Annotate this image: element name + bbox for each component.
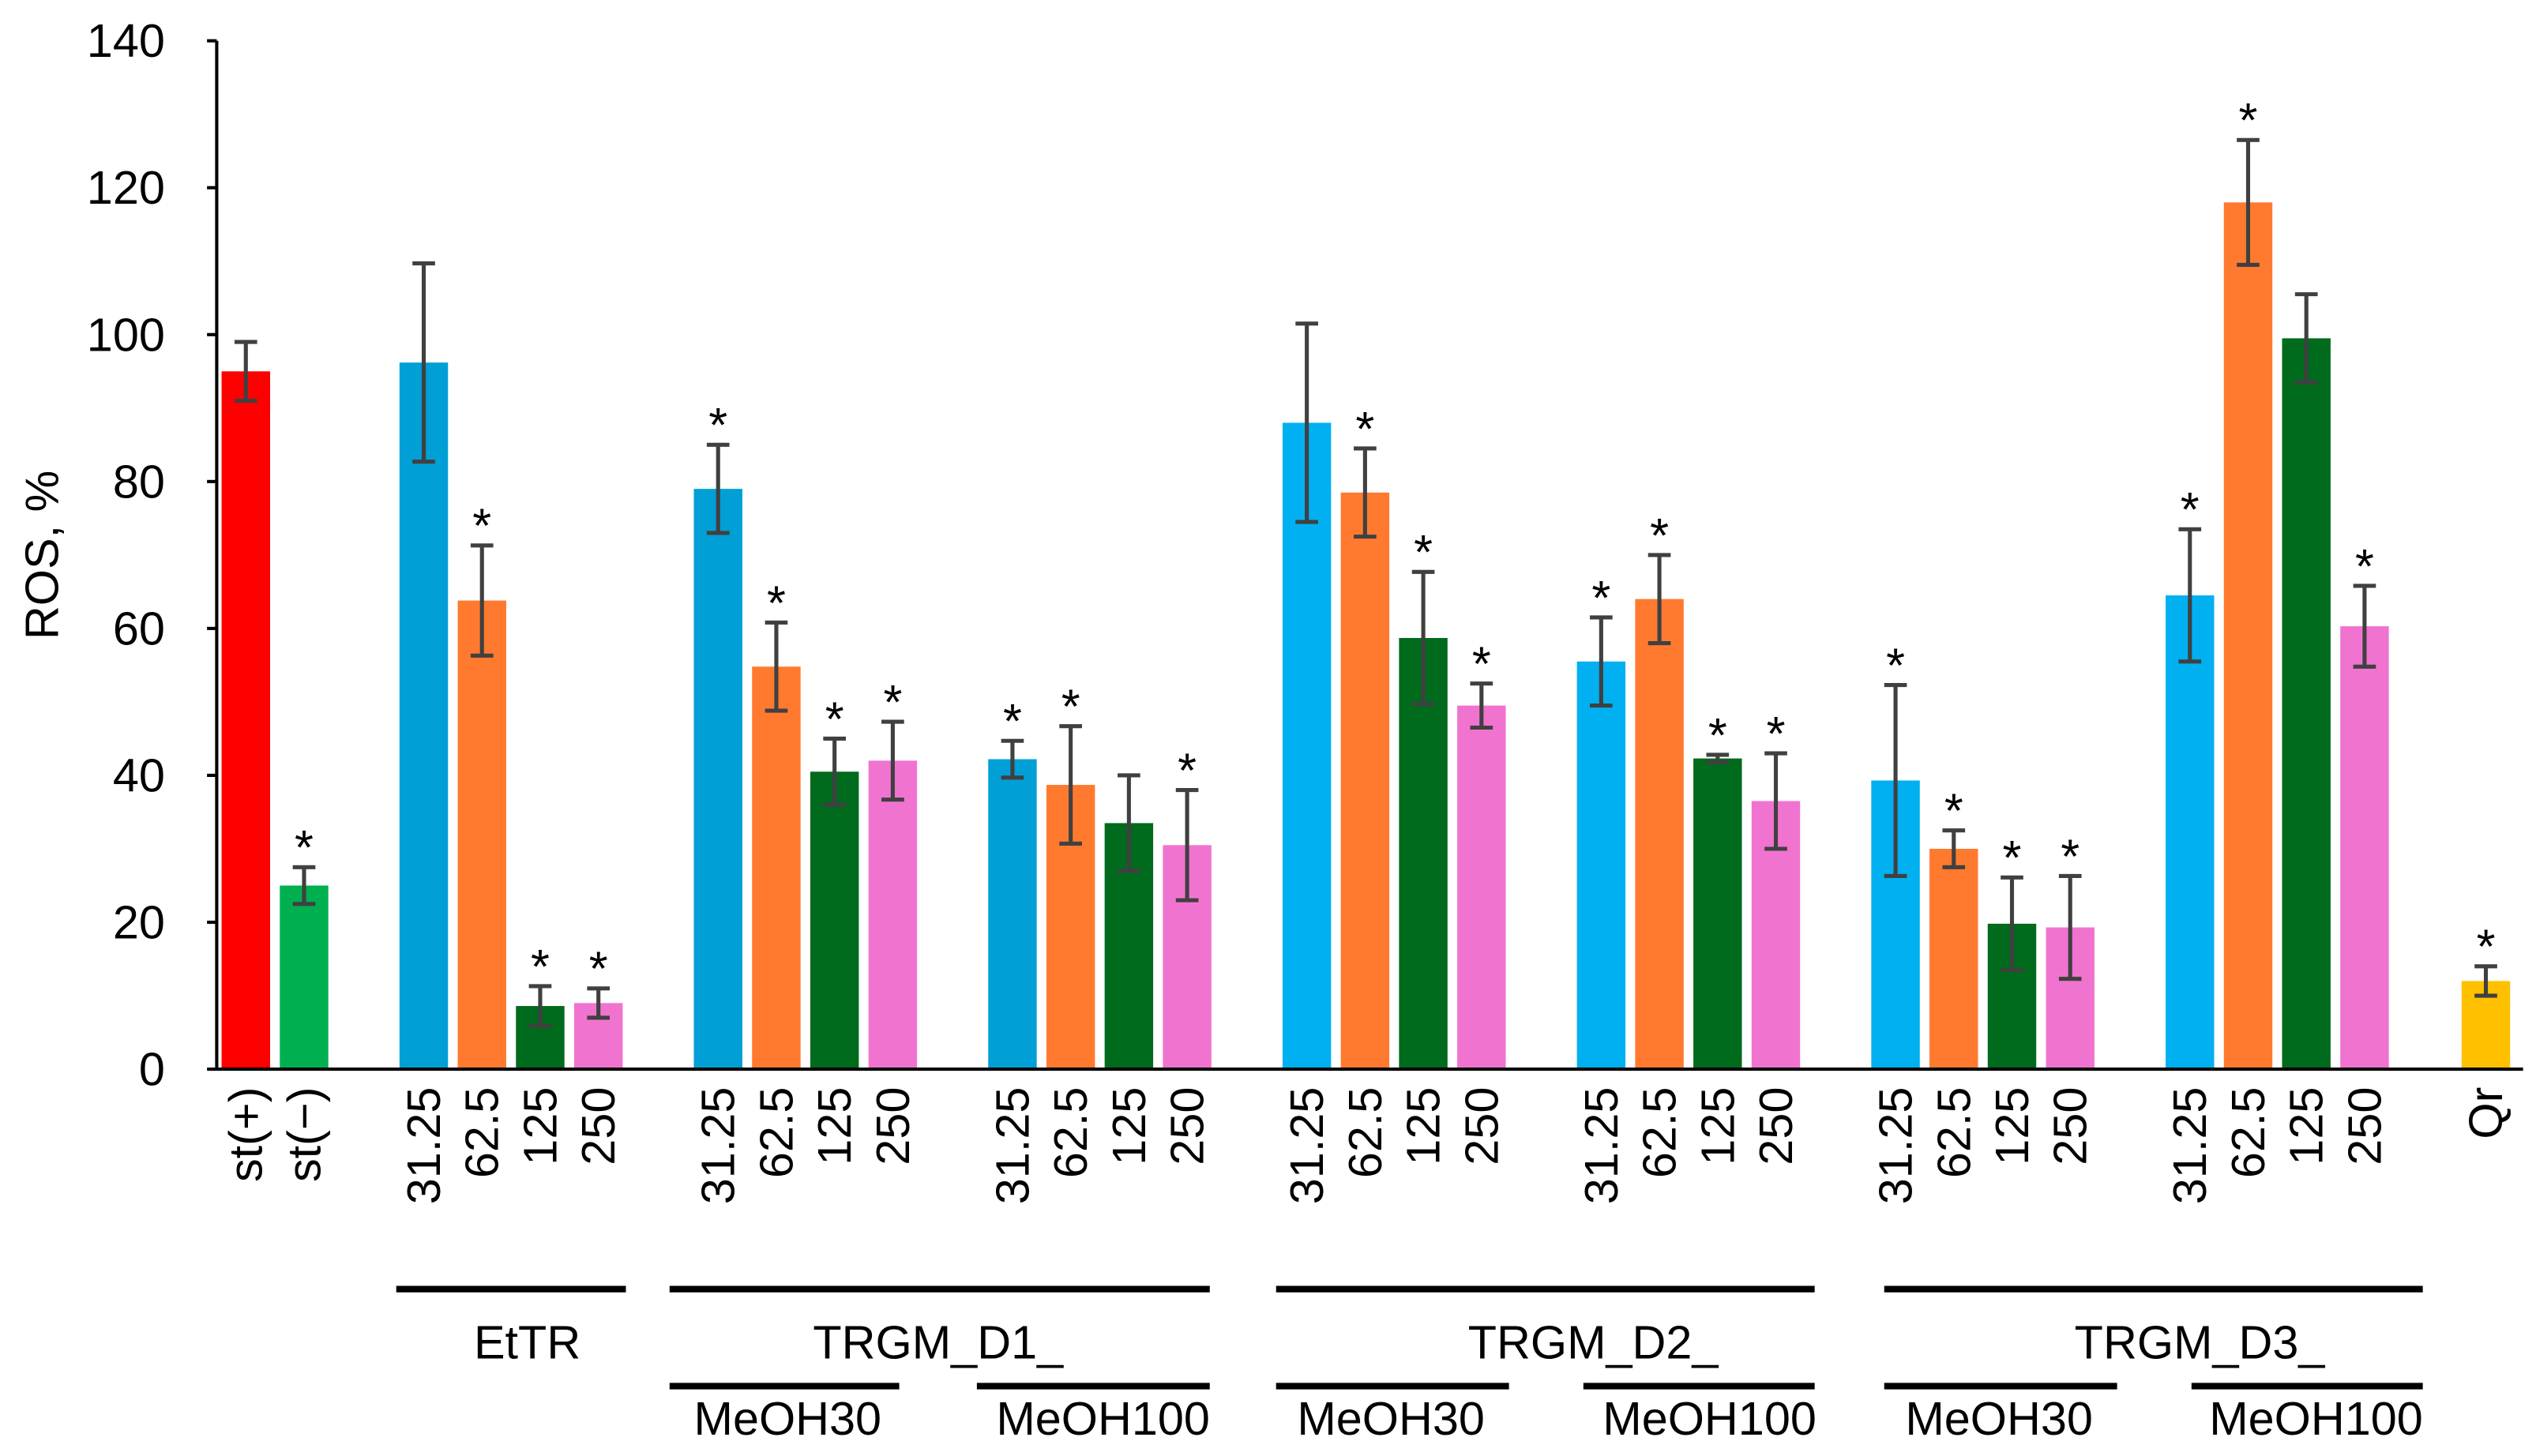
bar	[1282, 422, 1332, 1070]
x-tick-label: 250	[2338, 1087, 2391, 1165]
group-label-d2: TRGM_D2_	[1468, 1316, 1719, 1369]
bar	[457, 600, 506, 1070]
subgroup-label: MeOH100	[1602, 1392, 1817, 1445]
y-tick-label: 80	[113, 455, 165, 508]
y-tick-label: 120	[87, 161, 165, 214]
group-label-d3: TRGM_D3_	[2075, 1316, 2326, 1369]
x-tick-label: 31.25	[397, 1087, 450, 1205]
significance-star: *	[767, 576, 786, 630]
significance-star: *	[1003, 694, 1022, 749]
bar	[1399, 638, 1448, 1070]
bar	[399, 362, 449, 1070]
x-tick-label: 125	[1103, 1087, 1155, 1165]
x-tick-label: 125	[2280, 1087, 2333, 1165]
bar	[2340, 626, 2389, 1070]
subgroup-label: MeOH30	[1905, 1392, 2093, 1445]
x-tick-label: 31.25	[2163, 1087, 2216, 1205]
x-tick-label: 62.5	[1339, 1087, 1392, 1179]
bar	[1693, 758, 1742, 1070]
significance-star: *	[1944, 784, 1963, 839]
bar	[752, 666, 801, 1070]
bar	[1929, 849, 1978, 1070]
bar	[2166, 595, 2215, 1070]
significance-star: *	[708, 398, 727, 452]
group-label-ettr: EtTR	[474, 1316, 580, 1369]
x-tick-label: 31.25	[1280, 1087, 1333, 1205]
significance-star: *	[2003, 831, 2022, 885]
significance-star: *	[2477, 920, 2496, 974]
bar	[1340, 492, 1390, 1070]
bar	[1635, 599, 1684, 1070]
x-tick-label: 62.5	[1633, 1087, 1686, 1179]
bar	[693, 489, 742, 1070]
bar	[280, 885, 329, 1070]
x-tick-label: st(+)	[220, 1087, 272, 1182]
x-tick-label: 62.5	[456, 1087, 509, 1179]
x-tick-label: 31.25	[692, 1087, 745, 1205]
significance-star: *	[1650, 508, 1669, 563]
significance-star: *	[1414, 525, 1433, 580]
significance-star: *	[2061, 829, 2080, 884]
significance-star: *	[1472, 637, 1491, 692]
x-tick-label: 125	[1397, 1087, 1450, 1165]
significance-star: *	[825, 692, 844, 746]
bar	[868, 760, 918, 1070]
significance-star: *	[295, 820, 314, 875]
subgroup-label: MeOH30	[1297, 1392, 1485, 1445]
x-tick-label: st(−)	[277, 1087, 330, 1182]
significance-star: *	[1591, 571, 1610, 625]
y-tick-label: 60	[113, 602, 165, 655]
x-tick-label: 125	[808, 1087, 861, 1165]
significance-star: *	[1178, 743, 1197, 797]
subgroup-label: MeOH30	[693, 1392, 881, 1445]
x-tick-label: 62.5	[750, 1087, 802, 1179]
x-tick-label: 31.25	[986, 1087, 1039, 1205]
x-tick-label: Qr	[2459, 1087, 2512, 1139]
significance-star: *	[2181, 482, 2200, 537]
bar	[988, 759, 1037, 1070]
bar	[810, 771, 859, 1070]
significance-star: *	[589, 942, 608, 996]
significance-star: *	[1061, 680, 1080, 734]
x-tick-label: 62.5	[2222, 1087, 2275, 1179]
x-tick-label: 250	[1455, 1087, 1508, 1165]
significance-star: *	[1886, 638, 1905, 692]
significance-star: *	[531, 940, 550, 994]
significance-star: *	[1767, 707, 1786, 761]
bar	[221, 371, 270, 1070]
x-tick-label: 250	[866, 1087, 919, 1165]
bar	[2282, 338, 2331, 1070]
x-tick-label: 250	[2044, 1087, 2097, 1165]
bar	[2223, 202, 2273, 1070]
bar	[1576, 661, 1626, 1070]
y-tick-label: 100	[87, 308, 165, 361]
significance-star: *	[2355, 539, 2374, 594]
x-tick-label: 125	[513, 1087, 566, 1165]
x-tick-label: 250	[1749, 1087, 1802, 1165]
x-tick-label: 250	[1161, 1087, 1214, 1165]
bar	[1457, 705, 1506, 1070]
x-tick-label: 31.25	[1575, 1087, 1628, 1205]
x-tick-label: 125	[1691, 1087, 1744, 1165]
x-tick-label: 62.5	[1927, 1087, 1980, 1179]
subgroup-label: MeOH100	[996, 1392, 1210, 1445]
significance-star: *	[472, 499, 491, 554]
x-tick-label: 250	[572, 1087, 625, 1165]
x-tick-label: 31.25	[1869, 1087, 1922, 1205]
y-tick-label: 20	[113, 896, 165, 949]
y-tick-label: 40	[113, 749, 165, 801]
x-tick-label: 62.5	[1044, 1087, 1097, 1179]
y-tick-label: 140	[87, 14, 165, 67]
significance-star: *	[1355, 402, 1374, 456]
significance-star: *	[1708, 708, 1727, 763]
x-tick-label: 125	[1986, 1087, 2038, 1165]
y-axis-label: ROS, %	[16, 471, 69, 640]
significance-star: *	[883, 675, 902, 730]
y-tick-label: 0	[139, 1043, 165, 1096]
group-label-d1: TRGM_D1_	[813, 1316, 1064, 1369]
significance-star: *	[2239, 93, 2258, 148]
subgroup-label: MeOH100	[2209, 1392, 2423, 1445]
